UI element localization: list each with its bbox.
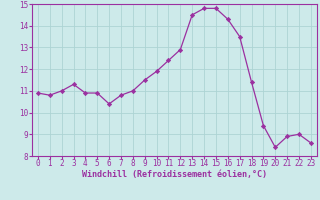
X-axis label: Windchill (Refroidissement éolien,°C): Windchill (Refroidissement éolien,°C) <box>82 170 267 179</box>
